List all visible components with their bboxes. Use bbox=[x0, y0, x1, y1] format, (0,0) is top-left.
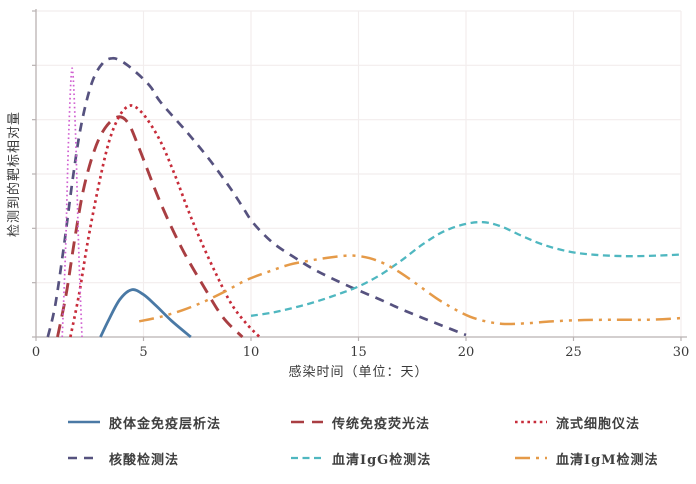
x-axis-title: 感染时间（单位：天） bbox=[288, 364, 428, 380]
legend-label: 传统免疫荧光法 bbox=[332, 416, 431, 432]
x-tick-15: 15 bbox=[350, 345, 367, 360]
series-line-colloidal-gold bbox=[99, 288, 192, 339]
legend-item-igg: 血清IgG检测法 bbox=[289, 448, 431, 468]
x-tick-20: 20 bbox=[458, 345, 475, 360]
line-chart: 0 5 10 15 20 25 30 感染时间（单位：天） 检测到的靶标相对量 bbox=[6, 9, 689, 380]
series-line-magenta-spike bbox=[61, 67, 83, 338]
legend-marker-line-icon bbox=[515, 456, 547, 460]
x-tick-5: 5 bbox=[139, 345, 147, 360]
series-line-immunofluorescence bbox=[56, 115, 244, 339]
tick-marks bbox=[32, 10, 682, 341]
legend-marker-line-icon bbox=[515, 420, 547, 424]
legend-marker-line-icon bbox=[68, 456, 100, 460]
legend-item-immunofluorescence: 传统免疫荧光法 bbox=[289, 412, 430, 432]
x-axis-tick-labels: 0 5 10 15 20 25 30 bbox=[32, 345, 689, 360]
legend-marker-line-icon bbox=[291, 420, 323, 424]
series-line-nucleic-acid bbox=[46, 56, 467, 338]
legend-label: 血清IgM检测法 bbox=[556, 452, 659, 468]
legend-item-colloidal-gold: 胶体金免疫层析法 bbox=[66, 412, 221, 432]
series-line-igg bbox=[250, 220, 682, 317]
series-lines bbox=[46, 56, 682, 339]
series-line-flow-cytometry bbox=[69, 104, 261, 338]
chart-legend: 胶体金免疫层析法 传统免疫荧光法 流式细胞仪法 核酸检测法 血清IgG检测法 血… bbox=[0, 404, 696, 484]
x-tick-30: 30 bbox=[673, 345, 690, 360]
legend-item-flow-cytometry: 流式细胞仪法 bbox=[513, 412, 640, 432]
legend-marker-line-icon bbox=[68, 420, 100, 424]
gridlines bbox=[36, 10, 682, 337]
x-tick-25: 25 bbox=[565, 345, 582, 360]
legend-label: 胶体金免疫层析法 bbox=[109, 416, 222, 432]
legend-marker-line-icon bbox=[291, 456, 323, 460]
legend-label: 核酸检测法 bbox=[109, 452, 180, 468]
x-tick-0: 0 bbox=[32, 345, 40, 360]
y-axis-title: 检测到的靶标相对量 bbox=[6, 111, 22, 237]
legend-label: 血清IgG检测法 bbox=[332, 452, 432, 468]
legend-item-nucleic-acid: 核酸检测法 bbox=[66, 448, 179, 468]
axes bbox=[32, 9, 687, 338]
legend-item-igm: 血清IgM检测法 bbox=[513, 448, 659, 468]
x-tick-10: 10 bbox=[243, 345, 260, 360]
series-line-igm bbox=[138, 254, 682, 326]
legend-label: 流式细胞仪法 bbox=[556, 416, 641, 432]
